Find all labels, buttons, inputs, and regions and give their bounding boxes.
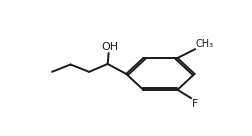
Text: F: F <box>192 99 198 109</box>
Text: CH₃: CH₃ <box>196 39 214 49</box>
Text: OH: OH <box>101 42 118 52</box>
